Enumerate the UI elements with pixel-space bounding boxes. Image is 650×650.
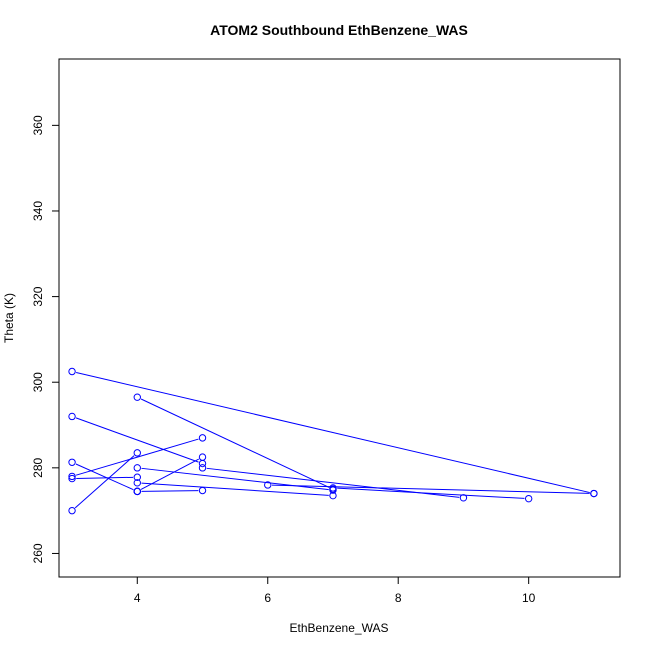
data-point <box>198 486 207 495</box>
series <box>68 412 207 468</box>
series-line-segment <box>76 371 590 494</box>
series <box>329 484 533 503</box>
y-tick-label: 340 <box>31 201 45 221</box>
x-axis-label: EthBenzene_WAS <box>290 621 389 635</box>
data-point <box>133 449 141 457</box>
data-point <box>68 472 76 481</box>
series-line-segment <box>337 487 525 499</box>
series <box>68 367 598 498</box>
data-point <box>133 479 141 487</box>
x-axis: 4 6 8 10 <box>134 576 536 605</box>
x-tick-label: 6 <box>264 591 271 605</box>
data-point <box>198 464 207 472</box>
y-tick-label: 300 <box>31 372 45 392</box>
plot-frame <box>58 58 621 578</box>
data-point <box>68 367 76 376</box>
data-point <box>329 491 337 500</box>
data-point <box>68 506 76 515</box>
series-line-segment <box>271 484 590 494</box>
data-point <box>198 453 207 461</box>
data-point <box>524 494 533 503</box>
data-point <box>68 474 76 483</box>
series <box>198 464 468 502</box>
data-point <box>198 434 207 442</box>
data-point <box>264 481 272 489</box>
y-tick-label: 360 <box>31 115 45 135</box>
x-tick-label: 8 <box>395 591 402 605</box>
series <box>264 481 598 498</box>
series <box>68 449 141 515</box>
y-axis-label: Theta (K) <box>2 293 16 343</box>
series-line-segment <box>75 463 134 491</box>
series-line-segment <box>141 482 329 496</box>
series <box>68 473 141 483</box>
series-line-segment <box>75 417 199 463</box>
series-line-segment <box>74 455 135 509</box>
series <box>68 458 141 496</box>
series <box>68 434 207 481</box>
data-point <box>133 464 141 472</box>
data-point <box>68 412 76 421</box>
series <box>133 479 337 500</box>
y-axis: 260 280 300 320 340 360 <box>31 115 60 563</box>
series-line-segment <box>141 490 199 492</box>
data-point <box>133 487 141 496</box>
series-line-segment <box>76 476 134 479</box>
chart-title: ATOM2 Southbound EthBenzene_WAS <box>210 22 468 38</box>
series-layer <box>68 367 598 515</box>
data-point <box>133 393 141 401</box>
y-tick-label: 280 <box>31 458 45 478</box>
data-point <box>133 473 141 481</box>
data-point <box>68 458 76 466</box>
series-line-segment <box>140 398 330 488</box>
series <box>133 486 207 496</box>
x-tick-label: 4 <box>134 591 141 605</box>
data-point <box>329 484 337 492</box>
series-line-segment <box>75 438 199 476</box>
y-tick-label: 320 <box>31 286 45 306</box>
series-line-segment <box>140 458 200 490</box>
y-tick-label: 260 <box>31 543 45 563</box>
x-tick-label: 10 <box>522 591 536 605</box>
data-point <box>590 489 598 498</box>
